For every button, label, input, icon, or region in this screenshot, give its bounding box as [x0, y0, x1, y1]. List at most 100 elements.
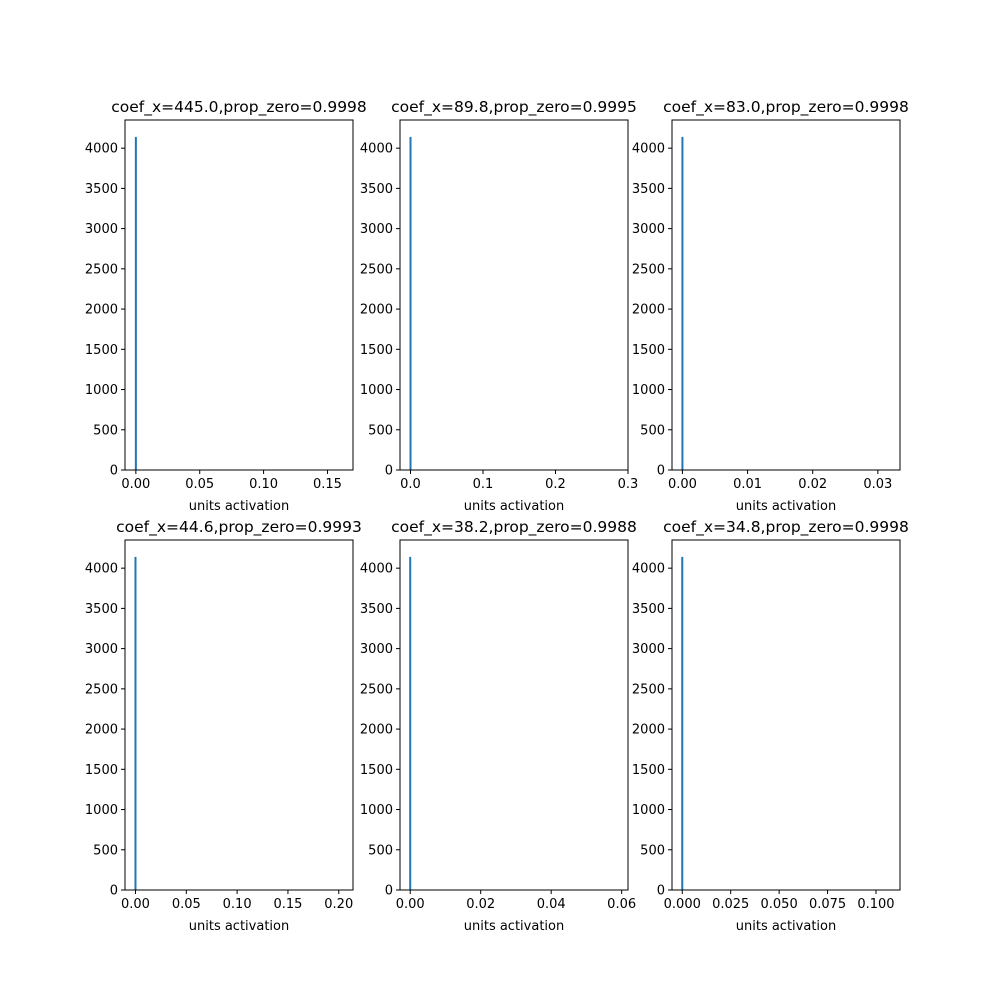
x-tick-label: 0.02 [798, 477, 827, 492]
y-tick-label: 500 [368, 843, 393, 858]
x-tick-label: 0.000 [664, 897, 701, 912]
x-axis-label: units activation [464, 919, 564, 934]
y-tick-label: 2000 [85, 303, 118, 318]
y-tick-label: 1500 [632, 763, 665, 778]
x-tick-label: 0.075 [809, 897, 846, 912]
y-tick-label: 2500 [85, 682, 118, 697]
y-tick-label: 4000 [632, 562, 665, 577]
y-tick-label: 500 [640, 423, 665, 438]
y-tick-label: 1500 [360, 343, 393, 358]
x-axis-label: units activation [189, 919, 289, 934]
y-tick-label: 2000 [360, 723, 393, 738]
y-tick-label: 500 [368, 423, 393, 438]
y-tick-label: 1500 [85, 763, 118, 778]
histogram-panel-4: 0.00 0.05 0.10 0.15 0.20 0 500 1000 1500 2000 2500… [85, 518, 362, 934]
y-tick-label: 3500 [85, 602, 118, 617]
x-tick-label: 0.00 [121, 477, 150, 492]
panels: 0.00 0.05 0.10 0.15050010001500200025003000… [85, 98, 909, 934]
x-tick-label: 0.2 [545, 477, 566, 492]
axes-frame [124, 119, 354, 471]
x-tick-label: 0.025 [712, 897, 749, 912]
y-tick-label: 2500 [360, 262, 393, 277]
y-tick-label: 3000 [632, 642, 665, 657]
panel-title: coef_x=38.2,prop_zero=0.9988 [391, 518, 637, 537]
x-tick-label: 0.15 [273, 897, 302, 912]
x-tick-label: 0.10 [249, 477, 278, 492]
y-tick-label: 1000 [360, 803, 393, 818]
histogram-bar [681, 556, 684, 890]
x-axis-label: units activation [189, 499, 289, 514]
y-tick-label: 0 [110, 884, 118, 899]
x-tick-label: 0.05 [185, 477, 214, 492]
x-tick-label: 0.0 [400, 477, 421, 492]
y-tick-label: 2500 [85, 262, 118, 277]
y-tick-label: 4000 [360, 562, 393, 577]
histogram-panel-2: 0.0 0.1 0.2 0.3 0 500 1000 1500 2000 2500 3000 3500… [360, 98, 638, 514]
y-tick-label: 3000 [360, 222, 393, 237]
histogram-bar [134, 136, 137, 470]
y-tick-label: 3000 [85, 222, 118, 237]
y-tick-label: 2000 [632, 723, 665, 738]
y-tick-label: 2000 [85, 723, 118, 738]
y-tick-label: 3000 [85, 642, 118, 657]
panel-title: coef_x=34.8,prop_zero=0.9998 [663, 518, 909, 537]
x-axis-label: units activation [464, 499, 564, 514]
x-tick-label: 0.100 [857, 897, 894, 912]
x-tick-label: 0.15 [313, 477, 342, 492]
panel-title: coef_x=89.8,prop_zero=0.9995 [391, 98, 637, 117]
y-tick-label: 4000 [360, 142, 393, 157]
x-tick-label: 0.00 [121, 897, 150, 912]
y-tick-label: 1000 [85, 383, 118, 398]
y-tick-label: 0 [657, 884, 665, 899]
x-tick-label: 0.01 [733, 477, 762, 492]
y-tick-label: 2500 [632, 262, 665, 277]
x-tick-label: 0.03 [863, 477, 892, 492]
axes-frame [124, 539, 354, 891]
x-tick-label: 0.10 [223, 897, 252, 912]
y-tick-label: 500 [93, 843, 118, 858]
y-tick-label: 3000 [632, 222, 665, 237]
y-tick-label: 0 [385, 884, 393, 899]
x-tick-label: 0.050 [761, 897, 798, 912]
histogram-bar [409, 136, 412, 470]
y-tick-label: 0 [385, 464, 393, 479]
x-tick-label: 0.00 [668, 477, 697, 492]
x-tick-label: 0.04 [537, 897, 566, 912]
histogram-panel-3: 0.00 0.01 0.02 0.03 0 500 1000 1500 2000 2500 3000… [632, 98, 909, 514]
y-tick-label: 1500 [85, 343, 118, 358]
histogram-panel-6: 0.000 0.025 0.050 0.075 0.100 0 500 1000 1500 200… [632, 518, 909, 934]
x-axis-label: units activation [736, 499, 836, 514]
x-tick-label: 0.20 [324, 897, 353, 912]
y-tick-label: 3500 [360, 182, 393, 197]
panel-title: coef_x=445.0,prop_zero=0.9998 [111, 98, 367, 117]
y-tick-label: 1000 [632, 803, 665, 818]
y-tick-label: 1500 [360, 763, 393, 778]
y-tick-label: 3000 [360, 642, 393, 657]
y-tick-label: 1000 [360, 383, 393, 398]
histogram-bar [681, 136, 684, 470]
x-tick-label: 0.06 [607, 897, 636, 912]
y-tick-label: 2500 [360, 682, 393, 697]
y-tick-label: 4000 [85, 142, 118, 157]
y-tick-label: 0 [110, 464, 118, 479]
panel-title: coef_x=83.0,prop_zero=0.9998 [663, 98, 909, 117]
x-axis-label: units activation [736, 919, 836, 934]
x-tick-label: 0.00 [396, 897, 425, 912]
histogram-bar [409, 556, 412, 890]
y-tick-label: 3500 [632, 182, 665, 197]
y-tick-label: 1500 [632, 343, 665, 358]
y-tick-label: 2500 [632, 682, 665, 697]
axes-frame [671, 119, 901, 471]
y-tick-label: 3500 [360, 602, 393, 617]
y-tick-label: 500 [640, 843, 665, 858]
y-tick-label: 1000 [632, 383, 665, 398]
y-tick-label: 3500 [632, 602, 665, 617]
x-tick-label: 0.3 [618, 477, 639, 492]
y-tick-label: 1000 [85, 803, 118, 818]
y-tick-label: 4000 [632, 142, 665, 157]
y-tick-label: 2000 [360, 303, 393, 318]
y-tick-label: 0 [657, 464, 665, 479]
y-tick-label: 2000 [632, 303, 665, 318]
